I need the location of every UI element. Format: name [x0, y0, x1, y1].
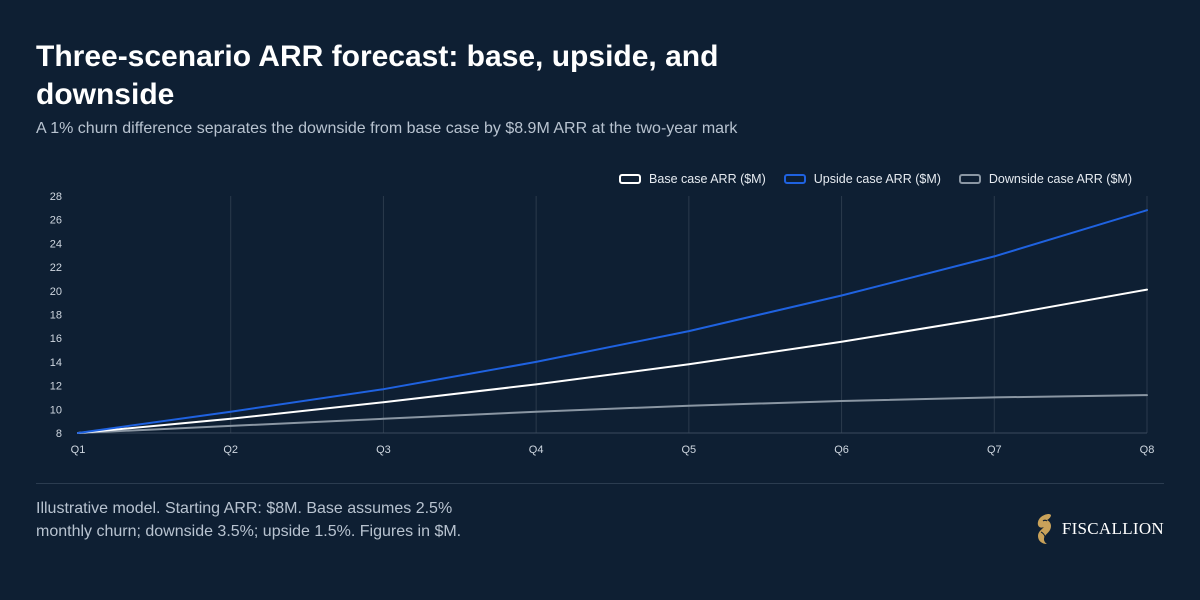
x-tick-label: Q5 [682, 444, 697, 456]
legend-label-base: Base case ARR ($M) [649, 172, 766, 186]
x-tick-label: Q3 [376, 444, 391, 456]
footnote: Illustrative model. Starting ARR: $8M. B… [36, 500, 462, 540]
legend-label-downside: Downside case ARR ($M) [988, 172, 1132, 186]
y-tick-label: 22 [50, 262, 62, 274]
chart-title: Three-scenario ARR forecast: base, upsid… [36, 40, 719, 111]
x-tick-label: Q1 [71, 444, 86, 456]
series-line-downside [77, 394, 1148, 434]
y-tick-label: 20 [50, 286, 62, 298]
horse-head-logo-icon [1037, 514, 1051, 544]
y-tick-label: 16 [50, 333, 62, 345]
legend-swatch-upside [783, 174, 806, 184]
y-tick-label: 24 [50, 238, 62, 250]
y-tick-label: 10 [50, 404, 62, 416]
y-tick-label: 18 [50, 310, 62, 322]
x-tick-label: Q4 [529, 444, 544, 456]
y-tick-label: 28 [50, 191, 62, 203]
legend-item-downside: Downside case ARR ($M) [958, 172, 1132, 186]
brand-name: FISCALLION [1061, 519, 1164, 538]
legend-item-base: Base case ARR ($M) [619, 172, 766, 186]
y-tick-label: 12 [50, 381, 62, 393]
series-line-upside [77, 209, 1148, 434]
legend-swatch-base [619, 174, 642, 184]
series-line-base [77, 288, 1148, 434]
chart-subtitle: A 1% churn difference separates the down… [36, 120, 738, 137]
x-tick-label: Q6 [834, 444, 849, 456]
legend-label-upside: Upside case ARR ($M) [813, 172, 941, 186]
legend-swatch-downside [958, 174, 981, 184]
y-tick-label: 8 [56, 428, 62, 440]
y-tick-label: 26 [50, 215, 62, 227]
y-tick-label: 14 [50, 357, 62, 369]
x-tick-label: Q7 [987, 444, 1002, 456]
brand-logo: FISCALLION [1032, 512, 1164, 546]
legend-item-upside: Upside case ARR ($M) [783, 172, 941, 186]
x-tick-label: Q2 [223, 444, 238, 456]
chart-legend: Base case ARR ($M) Upside case ARR ($M) … [619, 172, 1132, 186]
x-tick-label: Q8 [1140, 444, 1155, 456]
footer-divider [36, 483, 1164, 484]
